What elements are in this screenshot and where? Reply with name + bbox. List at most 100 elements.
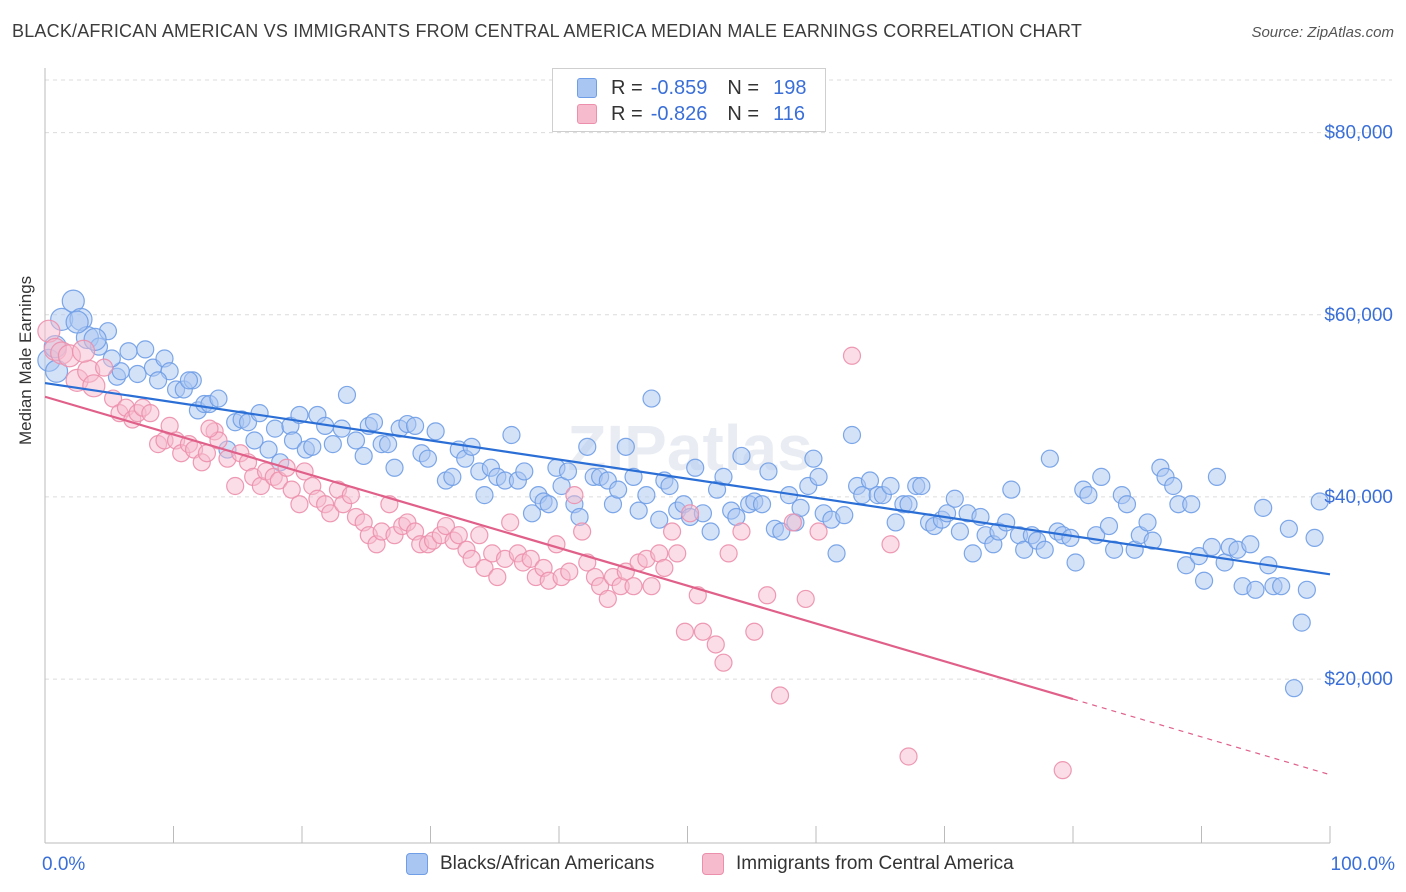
data-point [791, 498, 810, 517]
legend-r-label: R = [611, 76, 643, 99]
x-tick-label: 0.0% [42, 854, 85, 875]
data-point [842, 425, 862, 445]
data-point [426, 422, 445, 441]
data-point [629, 501, 648, 520]
data-point [637, 486, 656, 505]
data-point [539, 495, 558, 514]
data-point [686, 458, 705, 477]
legend-r-value: -0.826 [650, 102, 708, 125]
data-point [515, 462, 534, 481]
data-point [119, 342, 138, 361]
chart-title: BLACK/AFRICAN AMERICAN VS IMMIGRANTS FRO… [12, 21, 1083, 41]
data-point [1092, 467, 1111, 486]
data-point [470, 526, 489, 545]
legend-row-blacks: R = -0.859 N = 198 [577, 76, 806, 100]
data-point [337, 385, 357, 405]
y-tick-label: $60,000 [1324, 305, 1393, 326]
data-point [558, 462, 578, 481]
bottom-legend-central-america: Immigrants from Central America [702, 852, 1014, 876]
legend-n-label: N = [727, 102, 760, 125]
data-point [616, 437, 635, 456]
data-point [354, 446, 373, 466]
data-point [303, 437, 322, 456]
trend-lines [44, 382, 1331, 776]
data-point [624, 467, 643, 486]
trend-line-central-america [44, 395, 1074, 701]
data-point [1194, 571, 1214, 590]
data-point [488, 567, 507, 587]
data-point [899, 747, 918, 766]
data-point [662, 522, 682, 541]
legend-n-value: 198 [773, 76, 807, 99]
data-point [1176, 556, 1196, 575]
data-point [655, 558, 674, 578]
data-point [1061, 528, 1080, 548]
data-point [1066, 553, 1085, 572]
data-point [809, 467, 828, 486]
data-point [323, 435, 342, 454]
data-point [668, 544, 687, 563]
data-point [714, 467, 733, 486]
grid-lines [45, 79, 1392, 680]
data-point [860, 471, 880, 490]
data-point [1272, 577, 1291, 596]
data-point [1138, 513, 1157, 532]
data-point [1310, 492, 1329, 511]
data-point [1040, 449, 1059, 468]
data-point [449, 526, 468, 545]
data-point [179, 371, 199, 390]
data-point [1117, 495, 1137, 514]
data-point [565, 486, 584, 505]
data-point [265, 419, 285, 438]
data-point [501, 513, 520, 532]
data-point [650, 510, 669, 529]
data-point [886, 513, 905, 532]
data-point [283, 431, 303, 450]
trend-line-blacks [44, 382, 1331, 576]
data-point [1207, 467, 1227, 486]
data-point [1035, 540, 1054, 559]
data-point [209, 389, 228, 408]
legend-r-label: R = [611, 102, 643, 125]
data-point [1305, 528, 1324, 548]
data-point [443, 467, 462, 486]
data-point [502, 425, 521, 445]
data-point [522, 504, 542, 523]
data-point [573, 522, 592, 541]
data-point [714, 653, 733, 672]
data-point [881, 535, 900, 554]
bottom-legend-label: Immigrants from Central America [736, 853, 1014, 874]
data-point [1215, 553, 1234, 572]
data-point [378, 435, 398, 454]
data-point [945, 489, 964, 508]
data-point [912, 476, 931, 496]
legend-n-value: 116 [773, 102, 805, 125]
data-point [1182, 495, 1201, 514]
data-point [642, 577, 661, 596]
data-point [660, 476, 679, 496]
data-point [462, 549, 481, 568]
data-point [835, 506, 854, 525]
data-point [809, 522, 828, 541]
data-point [1164, 476, 1183, 496]
data-point [436, 516, 456, 536]
data-point [827, 544, 846, 563]
data-point [475, 486, 494, 505]
data-point [706, 635, 725, 654]
data-point [82, 374, 106, 398]
data-point [950, 522, 970, 541]
source-label: Source: ZipAtlas.com [1251, 24, 1394, 41]
data-point [732, 446, 751, 466]
data-point [560, 562, 579, 581]
data-point [1202, 537, 1221, 557]
data-point [997, 513, 1016, 532]
legend-n-label: N = [727, 76, 760, 99]
data-point [290, 495, 309, 514]
data-point [141, 404, 160, 423]
axes [44, 68, 1331, 844]
data-point [1254, 498, 1273, 517]
data-point [1053, 761, 1072, 780]
data-point [475, 558, 494, 578]
data-point [796, 589, 815, 609]
